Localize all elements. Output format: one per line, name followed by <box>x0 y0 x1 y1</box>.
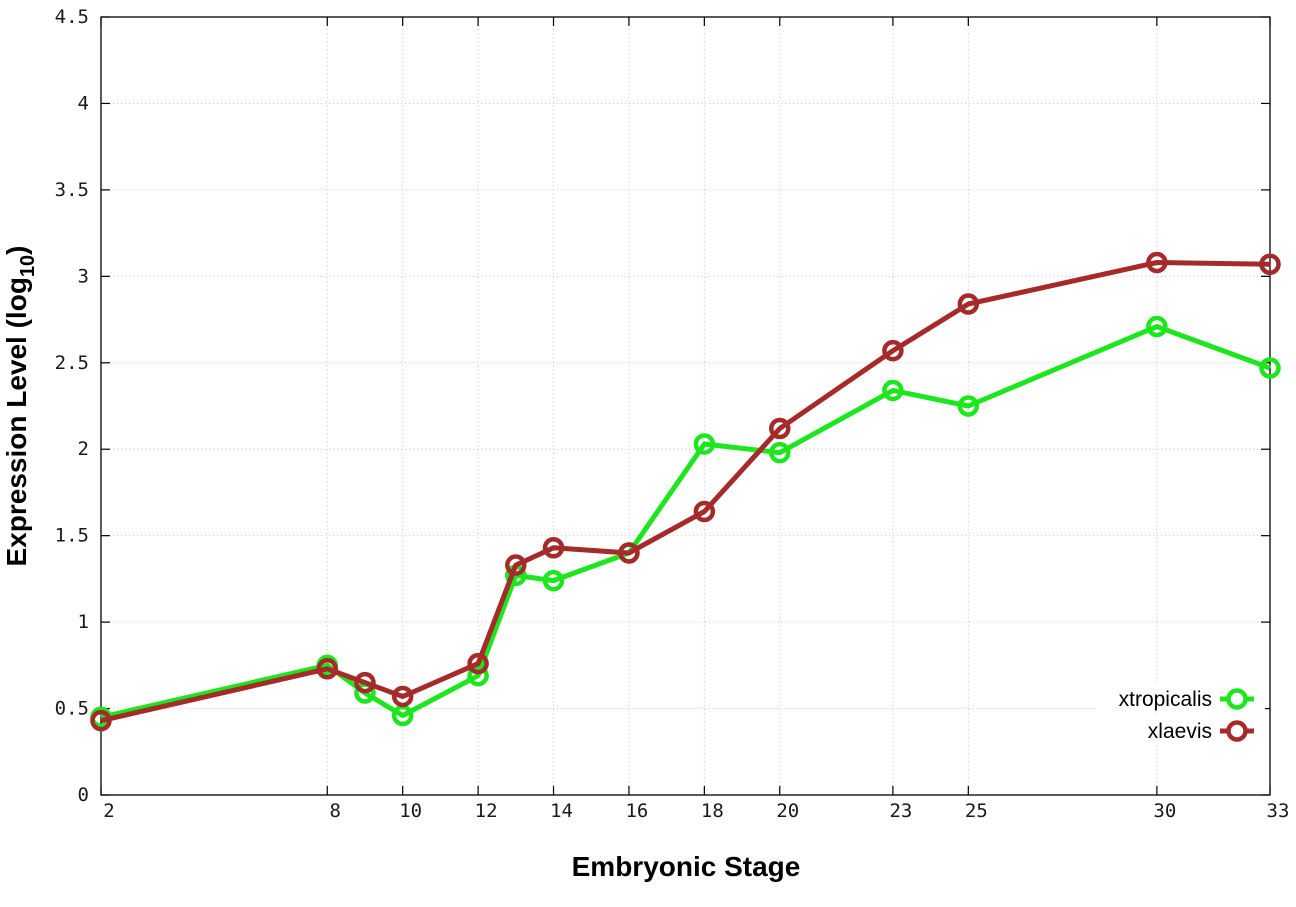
y-axis-title: Expression Level (log10) <box>1 246 39 567</box>
x-tick-label: 25 <box>965 800 988 822</box>
y-axis-ticks: 0 0.5 1 1.5 2 2.5 3 3.5 4 4.5 <box>55 6 1270 806</box>
x-tick-label: 33 <box>1267 800 1290 822</box>
x-tick-label: 30 <box>1153 800 1176 822</box>
data-point-xlaevis <box>467 652 489 675</box>
data-point-xlaevis <box>1259 253 1281 275</box>
y-tick-label: 0.5 <box>55 698 89 720</box>
y-tick-label: 2 <box>78 438 89 460</box>
x-tick-label: 16 <box>625 800 648 822</box>
data-point-xtropicalis <box>769 441 791 464</box>
x-tick-label: 2 <box>103 800 114 822</box>
data-point-xlaevis <box>354 671 376 694</box>
plot-border <box>100 16 1271 796</box>
x-tick-label: 18 <box>701 800 724 822</box>
data-point-xlaevis <box>618 542 640 564</box>
x-tick-label: 14 <box>550 800 573 822</box>
legend-label-xtropicalis: xtropicalis <box>1119 688 1212 711</box>
data-point-xtropicalis <box>1259 357 1281 379</box>
y-tick-label: 3.5 <box>55 179 89 201</box>
data-point-xlaevis <box>316 658 339 680</box>
plot-frame <box>100 16 1271 796</box>
x-tick-label: 8 <box>330 800 341 822</box>
legend-label-xlaevis: xlaevis <box>1148 720 1212 743</box>
y-tick-label: 1 <box>78 611 89 633</box>
data-point-xtropicalis <box>957 395 980 417</box>
data-point-xlaevis <box>542 537 565 559</box>
data-point-xlaevis <box>957 293 980 315</box>
data-point-xtropicalis <box>467 664 489 687</box>
y-tick-label: 2.5 <box>55 352 89 374</box>
data-point-xlaevis <box>693 500 716 523</box>
y-tick-label: 4.5 <box>55 6 89 28</box>
legend-swatch-marker <box>1226 720 1248 742</box>
data-point-xlaevis <box>90 709 112 732</box>
y-axis-title-close: ) <box>1 246 32 255</box>
x-tick-label: 10 <box>399 800 422 822</box>
data-point-xlaevis <box>505 554 527 576</box>
y-tick-label: 3 <box>78 265 89 287</box>
x-tick-label: 20 <box>776 800 799 822</box>
data-point-xtropicalis <box>1146 315 1168 338</box>
data-point-xlaevis <box>882 339 904 362</box>
data-point-xlaevis <box>769 417 791 440</box>
y-tick-label: 1.5 <box>55 525 89 547</box>
series-line-xlaevis <box>100 260 1271 724</box>
x-tick-label: 12 <box>475 800 498 822</box>
y-axis-title-subscript: 10 <box>17 255 39 277</box>
x-axis-title: Embryonic Stage <box>572 851 801 882</box>
legend-swatch-marker <box>1226 688 1248 710</box>
x-axis-ticks: 2 8 10 12 14 16 18 20 23 25 30 33 <box>100 17 1290 822</box>
y-axis-title-main: Expression Level (log <box>1 277 32 566</box>
data-point-xtropicalis <box>693 433 716 455</box>
data-point-xlaevis <box>1146 251 1168 274</box>
x-tick-label: 23 <box>889 800 912 822</box>
y-tick-label: 4 <box>78 92 89 114</box>
y-tick-label: 0 <box>78 784 89 806</box>
legend: xtropicalis xlaevis <box>1095 685 1265 745</box>
data-point-xtropicalis <box>882 379 904 402</box>
data-point-xlaevis <box>391 685 414 708</box>
data-point-xtropicalis <box>542 569 565 592</box>
series <box>90 251 1281 732</box>
